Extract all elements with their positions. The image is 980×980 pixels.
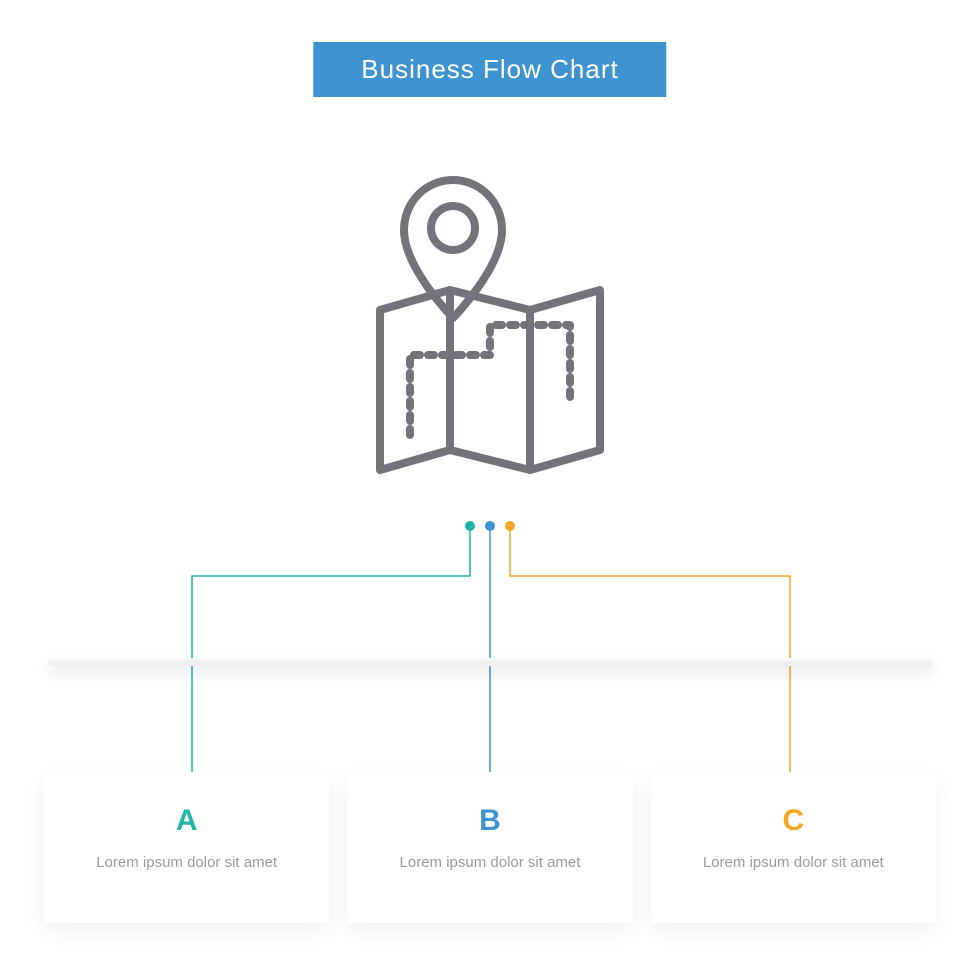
connector-dot-c — [505, 521, 515, 531]
card-letter-c: C — [669, 804, 918, 838]
connector-line-a — [192, 531, 470, 658]
card-letter-a: A — [62, 804, 311, 838]
page-title: Business Flow Chart — [313, 42, 666, 97]
card-text-c: Lorem ipsum dolor sit amet — [669, 852, 918, 875]
connector-dot-b — [485, 521, 495, 531]
connector-line-c — [510, 531, 790, 658]
card-c: C Lorem ipsum dolor sit amet — [651, 772, 936, 923]
connector-dot-a — [465, 521, 475, 531]
card-a: A Lorem ipsum dolor sit amet — [44, 772, 329, 923]
cards-row: A Lorem ipsum dolor sit amet B Lorem ipsum … — [44, 772, 936, 923]
card-b: B Lorem ipsum dolor sit amet — [347, 772, 632, 923]
card-letter-b: B — [365, 804, 614, 838]
connector-lines — [0, 520, 980, 780]
card-text-b: Lorem ipsum dolor sit amet — [365, 852, 614, 875]
shelf-divider — [48, 658, 932, 666]
card-text-a: Lorem ipsum dolor sit amet — [62, 852, 311, 875]
map-pin-icon — [340, 150, 640, 510]
